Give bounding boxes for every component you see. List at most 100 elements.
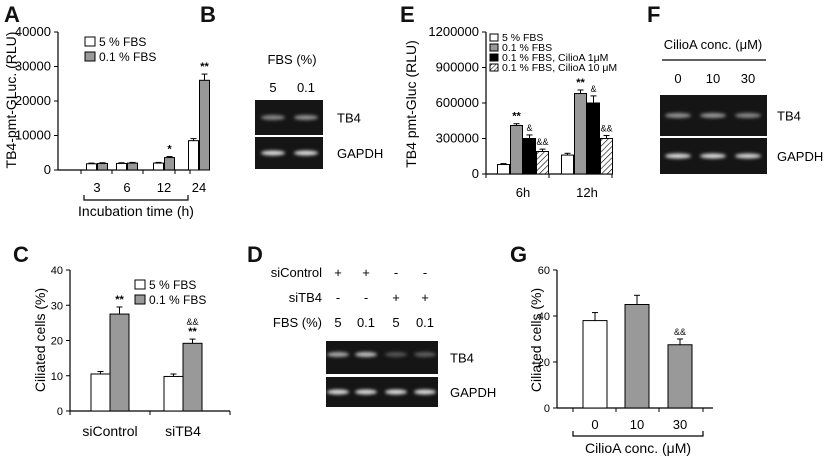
y-tick-label: 300000 [436, 131, 479, 146]
gel-row-label: GAPDH [777, 149, 823, 164]
gel-row-label: TB4 [777, 109, 801, 124]
significance-mark: ** [188, 326, 197, 338]
y-tick-label: 30000 [15, 59, 51, 74]
gel-row-label: TB4 [450, 351, 474, 366]
legend-swatch [489, 43, 499, 52]
legend-swatch [84, 36, 96, 47]
category-label: 0 [591, 417, 598, 432]
gel-band [294, 150, 318, 156]
legend-label: 0.1 % FBS, CilioA 1μM [502, 52, 608, 64]
gel-row-label: TB4 [337, 111, 361, 126]
legend-label: 0.1 % FBS [99, 50, 156, 64]
y-tick-label: 0 [44, 162, 51, 177]
y-tick-label: 40 [51, 265, 63, 277]
bar [523, 138, 536, 175]
y-tick-label: 40 [538, 311, 550, 323]
condition-label: siControl [271, 265, 322, 280]
gel-band [261, 150, 285, 156]
y-tick-label: 60 [538, 265, 550, 277]
condition-mark: + [334, 265, 342, 280]
gel-b: FBS (%) 5 0.1 TB4 GAPDH [255, 52, 383, 169]
condition-mark: - [364, 290, 368, 305]
condition-label: siTB4 [289, 290, 322, 305]
bar [561, 154, 574, 175]
significance-mark: * [167, 144, 172, 156]
legend-swatch [489, 63, 499, 72]
gel-band [414, 389, 436, 395]
y-tick-label: 10 [51, 371, 63, 383]
gel-band [735, 113, 761, 118]
legend-swatch [134, 294, 146, 305]
y-axis-title: TB4 pmt-Gluc (RLU) [403, 40, 419, 168]
gel-band [700, 113, 726, 118]
category-label: 24 [192, 180, 206, 195]
lane-label: 0.1 [297, 80, 315, 95]
significance-mark: && [600, 124, 612, 134]
significance-mark: ** [576, 77, 585, 89]
gel-band [385, 389, 407, 395]
bar [574, 93, 587, 175]
legend-label: 5 % FBS [99, 35, 146, 49]
gel-panel [326, 341, 438, 374]
y-tick-label: 20000 [15, 93, 51, 108]
significance-mark: & [590, 84, 596, 94]
x-bracket [83, 195, 189, 201]
x-bracket [572, 431, 704, 437]
bar [164, 157, 175, 171]
category-label: 30 [673, 417, 687, 432]
y-tick-label: 600000 [436, 95, 479, 110]
condition-mark: 0.1 [416, 315, 434, 330]
condition-mark: 5 [392, 315, 399, 330]
gel-band [294, 115, 318, 120]
gel-band [327, 389, 349, 395]
bar [188, 140, 199, 171]
y-axis-title: Ciliated cells (%) [528, 288, 544, 392]
condition-mark: + [421, 290, 429, 305]
panel-label-a: A [4, 2, 20, 27]
panel-label-g: G [510, 242, 527, 267]
y-tick-label: 0 [472, 166, 479, 181]
legend-swatch [134, 279, 146, 290]
legend-label: 0.1 % FBS [149, 293, 206, 307]
condition-label: FBS (%) [273, 315, 322, 330]
gel-band [355, 389, 377, 395]
y-axis-title: TB4-pmt-GLuc. (RLU) [3, 32, 19, 169]
legend-label: 0.1 % FBS, CilioA 10 μM [502, 62, 617, 74]
panel-label-d: D [247, 242, 263, 267]
bar [182, 342, 203, 412]
category-label: siControl [82, 423, 137, 439]
x-axis-title: CilioA conc. (μM) [585, 440, 691, 456]
bar [624, 304, 650, 409]
lane-label: 0 [674, 71, 681, 86]
gel-band [735, 153, 761, 159]
legend-label: 5 % FBS [502, 32, 543, 44]
legend-label: 5 % FBS [149, 278, 196, 292]
category-label: 6 [123, 180, 130, 195]
bar [582, 320, 608, 409]
bar [497, 164, 510, 175]
legend-swatch [489, 33, 499, 42]
y-axis-title: Ciliated cells (%) [32, 288, 48, 392]
legend-label: 0.1 % FBS [502, 42, 552, 54]
bar [86, 163, 97, 171]
bar [90, 373, 111, 412]
gel-row-label: GAPDH [337, 146, 383, 161]
bar [163, 375, 184, 412]
gel-band [385, 352, 407, 357]
y-tick-label: 20 [538, 357, 550, 369]
panel-label-b: B [200, 2, 216, 27]
gel-header: CilioA conc. (μM) [664, 37, 763, 52]
y-tick-label: 900000 [436, 60, 479, 75]
condition-mark: 5 [334, 315, 341, 330]
gel-band [665, 153, 691, 159]
bar [536, 151, 549, 175]
category-label: 6h [516, 185, 530, 200]
condition-mark: - [423, 265, 427, 280]
gel-band [261, 115, 285, 120]
gel-f: CilioA conc. (μM) 0 10 30 TB4 GAPDH [660, 37, 823, 174]
category-label: 10 [630, 417, 644, 432]
